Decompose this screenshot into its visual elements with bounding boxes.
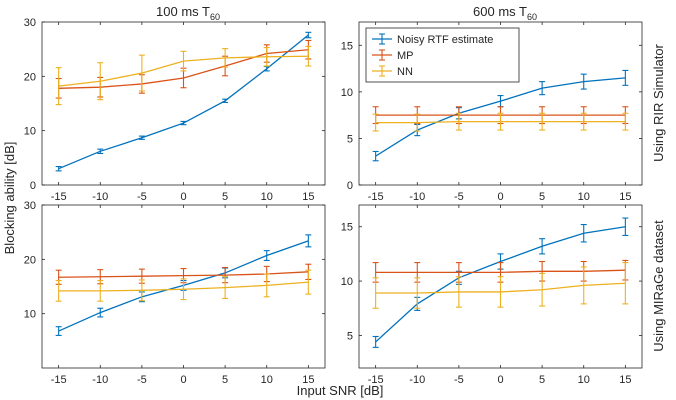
x-tick-label: -5 bbox=[454, 191, 464, 203]
x-tick-label: 15 bbox=[619, 191, 631, 203]
y-tick-label: 30 bbox=[24, 200, 36, 212]
x-tick-label: 0 bbox=[180, 374, 186, 386]
x-tick-label: -10 bbox=[409, 374, 425, 386]
x-tick-label: -5 bbox=[137, 374, 147, 386]
panel-600ms-mirage: -15 -10 -5 0 5 10 15 5 10 15 bbox=[341, 204, 643, 386]
axes-box bbox=[41, 21, 326, 186]
y-tick-label: 15 bbox=[341, 222, 353, 234]
x-tick-label: 15 bbox=[619, 374, 631, 386]
x-tick-label: 10 bbox=[261, 191, 273, 203]
x-axis-label: Input SNR [dB] bbox=[297, 383, 384, 398]
x-tick-label: 5 bbox=[222, 191, 228, 203]
y-tick-label: 10 bbox=[24, 309, 36, 321]
x-tick-label: -15 bbox=[51, 191, 67, 203]
row-title-bottom: Using MIRaGe dataset bbox=[651, 220, 666, 352]
y-tick-label: 20 bbox=[24, 254, 36, 266]
x-tick-label: 5 bbox=[222, 374, 228, 386]
x-tick-label: 5 bbox=[539, 191, 545, 203]
x-tick-label: -15 bbox=[368, 191, 384, 203]
legend-label-mp: MP bbox=[397, 50, 414, 62]
x-tick-label: 0 bbox=[497, 374, 503, 386]
x-tick-label: -5 bbox=[137, 191, 147, 203]
x-tick-label: 10 bbox=[578, 374, 590, 386]
x-tick-label: 5 bbox=[539, 374, 545, 386]
series-nn bbox=[372, 112, 629, 132]
legend-swatch-noisy bbox=[372, 33, 392, 45]
y-tick-label: 30 bbox=[24, 17, 36, 29]
x-tick-label: 15 bbox=[302, 374, 314, 386]
col-title-right: 600 ms T60 bbox=[473, 4, 537, 22]
panel-100ms-rir: -15 -10 -5 0 5 10 15 0 10 20 30 bbox=[24, 17, 326, 203]
y-tick-label: 15 bbox=[341, 40, 353, 52]
series-nn bbox=[55, 269, 312, 302]
col-title-left: 100 ms T60 bbox=[156, 4, 220, 22]
panel-600ms-rir: -15 -10 -5 0 5 10 15 0 5 10 15 Noisy RTF estimate MP… bbox=[341, 21, 643, 203]
x-tick-label: -10 bbox=[92, 191, 108, 203]
series-nn bbox=[372, 262, 629, 309]
legend-label-nn: NN bbox=[397, 66, 413, 78]
y-tick-label: 10 bbox=[341, 276, 353, 288]
y-tick-label: 5 bbox=[347, 133, 353, 145]
x-tick-label: -15 bbox=[51, 374, 67, 386]
x-tick-label: -15 bbox=[368, 374, 384, 386]
x-tick-label: 15 bbox=[302, 191, 314, 203]
x-tick-label: 10 bbox=[261, 374, 273, 386]
series-nn bbox=[55, 45, 312, 106]
y-axis-label: Blocking ability [dB] bbox=[2, 142, 17, 255]
x-tick-label: -5 bbox=[454, 374, 464, 386]
legend-label-noisy: Noisy RTF estimate bbox=[397, 34, 493, 46]
panel-100ms-mirage: -15 -10 -5 0 5 10 15 10 20 30 bbox=[24, 200, 326, 386]
x-tick-label: 10 bbox=[578, 191, 590, 203]
legend-swatch-mp bbox=[372, 49, 392, 61]
y-tick-label: 5 bbox=[347, 330, 353, 342]
legend-swatch-nn bbox=[372, 65, 392, 77]
y-tick-label: 10 bbox=[341, 87, 353, 99]
row-title-top: Using RIR Simulator bbox=[651, 43, 666, 161]
y-tick-label: 0 bbox=[347, 180, 353, 192]
y-tick-label: 20 bbox=[24, 71, 36, 83]
y-tick-label: 10 bbox=[24, 126, 36, 138]
x-tick-label: 0 bbox=[497, 191, 503, 203]
x-tick-label: -10 bbox=[409, 191, 425, 203]
x-tick-label: -10 bbox=[92, 374, 108, 386]
y-tick-label: 0 bbox=[30, 180, 36, 192]
legend: Noisy RTF estimate MP NN bbox=[365, 27, 520, 83]
x-tick-label: 0 bbox=[180, 191, 186, 203]
